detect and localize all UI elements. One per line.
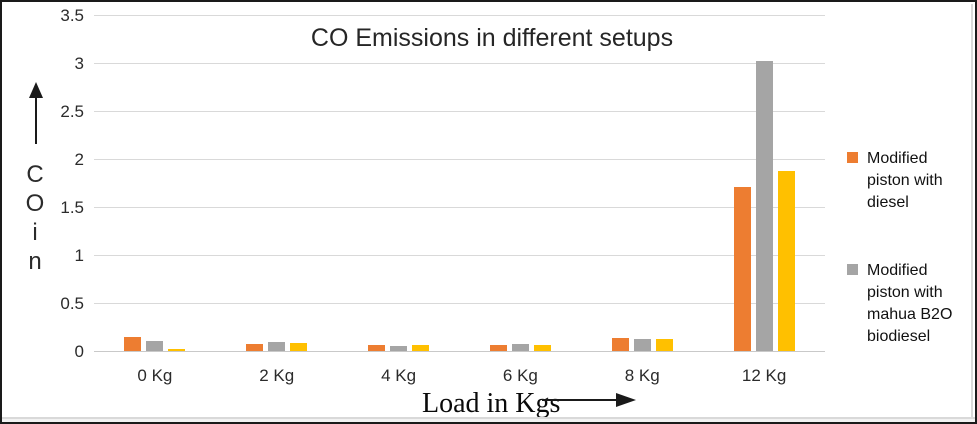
bar-series3-8kg[interactable] (656, 339, 673, 351)
bar-series1-8kg[interactable] (612, 338, 629, 351)
y-tick-label: 3 (74, 54, 84, 73)
bar-series3-6kg[interactable] (534, 345, 551, 351)
x-category-label: 0 Kg (137, 366, 173, 385)
gridline (94, 303, 825, 304)
x-category-label: 8 Kg (624, 366, 660, 385)
bar-series3-2kg[interactable] (290, 343, 307, 351)
bar-series1-12kg[interactable] (734, 187, 751, 351)
legend-item[interactable]: Modified piston with mahua B2O biodiesel (847, 260, 959, 348)
x-category-label: 4 Kg (381, 366, 417, 385)
legend-label: Modified piston with mahua B2O biodiesel (867, 262, 953, 345)
bar-series2-6kg[interactable] (512, 344, 529, 351)
y-axis-arrow-icon (29, 82, 43, 144)
bar-series2-2kg[interactable] (268, 342, 285, 351)
legend-swatch (847, 152, 858, 163)
bar-series2-0kg[interactable] (146, 341, 163, 351)
bar-series2-12kg[interactable] (756, 61, 773, 351)
y-tick-label: 3.5 (60, 6, 84, 25)
y-tick-label: 1 (74, 246, 84, 265)
gridline (94, 111, 825, 112)
y-tick-label: 1.5 (60, 198, 84, 217)
x-category-label: 6 Kg (502, 366, 538, 385)
x-category-label: 2 Kg (259, 366, 295, 385)
bar-series1-4kg[interactable] (368, 345, 385, 351)
y-axis-letter: i (32, 219, 38, 246)
y-axis-letter: C (26, 161, 44, 188)
bar-series3-0kg[interactable] (168, 349, 185, 351)
gridline (94, 207, 825, 208)
gridline (94, 63, 825, 64)
chart-border-right (971, 4, 973, 418)
x-axis-label: Load in Kgs (422, 388, 561, 419)
bar-series1-2kg[interactable] (246, 344, 263, 351)
y-tick-label: 0.5 (60, 294, 84, 313)
bar-series3-12kg[interactable] (778, 171, 795, 351)
gridline (94, 255, 825, 256)
bar-series3-4kg[interactable] (412, 345, 429, 351)
y-tick-label: 0 (74, 342, 84, 361)
legend-label: Modified piston with diesel (867, 150, 943, 211)
y-axis-letter: n (28, 248, 42, 275)
gridline (94, 15, 825, 16)
bottom-strip (2, 419, 975, 422)
y-tick-label: 2 (74, 150, 84, 169)
bar-series2-4kg[interactable] (390, 346, 407, 351)
x-axis-arrow-icon (542, 393, 636, 407)
bar-series2-8kg[interactable] (634, 339, 651, 351)
gridline (94, 159, 825, 160)
legend-swatch (847, 264, 858, 275)
chart-title: CO Emissions in different setups (310, 24, 674, 52)
chart-border-bottom (2, 417, 975, 419)
y-axis-letter: O (25, 190, 45, 217)
bar-series1-0kg[interactable] (124, 337, 141, 351)
y-tick-label: 2.5 (60, 102, 84, 121)
x-category-label: 12 Kg (741, 366, 787, 385)
x-axis-line (94, 351, 825, 352)
legend-item[interactable]: Modified piston with diesel (847, 148, 959, 214)
bar-series1-6kg[interactable] (490, 345, 507, 351)
